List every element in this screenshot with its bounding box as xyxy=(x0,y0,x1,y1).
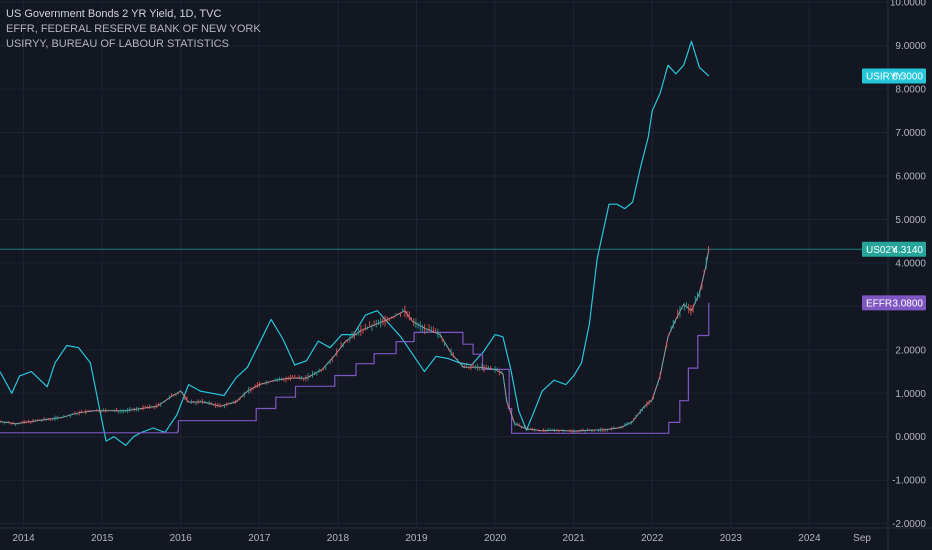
x-tick-label: 2022 xyxy=(641,533,664,544)
usiryy-badge xyxy=(862,68,926,84)
y-tick-label: 2.0000 xyxy=(895,345,926,356)
x-tick-label: 2014 xyxy=(12,533,35,544)
y-tick-label: 9.0000 xyxy=(895,41,926,52)
x-tick-label: Sep xyxy=(853,533,871,544)
y-tick-label: 5.0000 xyxy=(895,215,926,226)
us02y-badge-name: US02Y xyxy=(866,245,898,256)
y-tick-label: -1.0000 xyxy=(892,476,926,487)
x-tick-label: 2021 xyxy=(563,533,586,544)
x-tick-label: 2015 xyxy=(91,533,114,544)
legend-title[interactable]: US Government Bonds 2 YR Yield, 1D, TVC xyxy=(6,8,222,20)
series-layer xyxy=(0,40,888,446)
effr-badge-name: EFFR xyxy=(866,298,892,309)
effr-badge-value: 3.0800 xyxy=(892,298,923,309)
legend-effr[interactable]: EFFR, FEDERAL RESERVE BANK OF NEW YORK xyxy=(6,23,261,35)
y-tick-label: 1.0000 xyxy=(895,389,926,400)
y-tick-label: 6.0000 xyxy=(895,172,926,183)
x-tick-label: 2016 xyxy=(170,533,193,544)
us02y-badge-value: 4.3140 xyxy=(892,245,923,256)
x-tick-label: 2017 xyxy=(248,533,271,544)
x-axis[interactable]: 2014 2015 2016 2017 2018 2019 2020 2021 2022 2023… xyxy=(12,533,871,544)
y-tick-label: 10.0000 xyxy=(890,0,927,9)
effr-series-line xyxy=(0,302,710,434)
chart-legend: US Government Bonds 2 YR Yield, 1D, TVC … xyxy=(6,7,261,52)
y-tick-label: 8.0000 xyxy=(895,85,926,96)
x-tick-label: 2024 xyxy=(798,533,821,544)
usiryy-series-line xyxy=(0,40,710,446)
effr-badge xyxy=(862,295,926,311)
x-tick-label: 2023 xyxy=(720,533,743,544)
y-axis[interactable]: 10.0000 9.0000 8.0000 7.0000 6.0000 5.0000 4.0… xyxy=(890,0,927,530)
usiryy-badge-value: 8.3000 xyxy=(892,72,923,83)
y-tick-label: -2.0000 xyxy=(892,519,926,530)
usiryy-badge-name: USIRYY xyxy=(866,72,903,83)
x-tick-label: 2020 xyxy=(484,533,507,544)
x-tick-label: 2018 xyxy=(327,533,350,544)
x-tick-label: 2019 xyxy=(405,533,428,544)
y-tick-label: 7.0000 xyxy=(895,128,926,139)
legend-usiryy[interactable]: USIRYY, BUREAU OF LABOUR STATISTICS xyxy=(6,38,229,50)
y-tick-label: 0.0000 xyxy=(895,432,926,443)
us02y-badge xyxy=(862,241,926,257)
y-tick-label: 4.0000 xyxy=(895,258,926,269)
